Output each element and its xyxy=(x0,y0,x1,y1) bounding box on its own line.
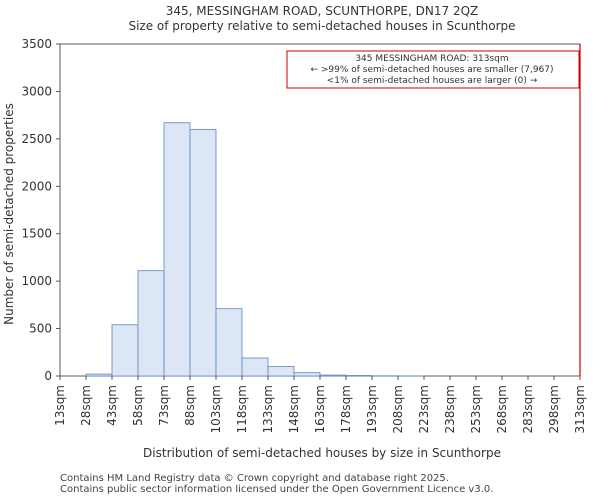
bar xyxy=(111,324,139,377)
y-axis-label: Number of semi-detached properties xyxy=(2,103,16,325)
x-tick-label: 193sqm xyxy=(365,385,379,433)
bar xyxy=(241,357,269,377)
bar xyxy=(215,308,243,377)
x-tick-label: 103sqm xyxy=(209,385,223,433)
chart-title: 345, MESSINGHAM ROAD, SCUNTHORPE, DN17 2… xyxy=(166,4,479,18)
annotation-line-2: ← >99% of semi-detached houses are small… xyxy=(310,65,553,75)
chart-subtitle: Size of property relative to semi-detach… xyxy=(128,19,515,33)
x-tick-label: 133sqm xyxy=(261,385,275,433)
x-tick-label: 208sqm xyxy=(391,385,405,433)
x-tick-label: 283sqm xyxy=(521,385,535,433)
x-tick-label: 148sqm xyxy=(287,385,301,433)
annotation-line-1: 345 MESSINGHAM ROAD: 313sqm xyxy=(355,54,508,64)
y-tick-label: 0 xyxy=(44,369,52,383)
annotation-box: 345 MESSINGHAM ROAD: 313sqm ← >99% of se… xyxy=(286,50,580,89)
x-tick-label: 58sqm xyxy=(131,385,145,426)
footer-line-1: Contains HM Land Registry data © Crown c… xyxy=(60,473,449,484)
y-tick-label: 1500 xyxy=(21,227,52,241)
x-tick-label: 73sqm xyxy=(157,385,171,426)
bar xyxy=(85,373,113,377)
x-tick-label: 178sqm xyxy=(339,385,353,433)
x-tick-label: 268sqm xyxy=(495,385,509,433)
y-tick-label: 3500 xyxy=(21,37,52,51)
x-axis-label: Distribution of semi-detached houses by … xyxy=(143,446,501,460)
y-tick-label: 500 xyxy=(29,322,52,336)
y-tick-label: 2500 xyxy=(21,132,52,146)
x-tick-label: 313sqm xyxy=(573,385,587,433)
plot-area: 0 500 1000 1500 2000 2500 3000 3500 13sqm 28sqm 43… xyxy=(21,37,587,433)
bar xyxy=(137,270,165,377)
x-tick-label: 238sqm xyxy=(443,385,457,433)
annotation-frame xyxy=(286,50,580,89)
x-tick-label: 13sqm xyxy=(53,385,67,426)
x-tick-label: 43sqm xyxy=(105,385,119,426)
x-tick-label: 88sqm xyxy=(183,385,197,426)
x-tick-label: 118sqm xyxy=(235,385,249,433)
y-tick-label: 3000 xyxy=(21,84,52,98)
bar xyxy=(163,122,191,377)
footer-line-2: Contains public sector information licen… xyxy=(60,484,494,495)
x-tick-label: 298sqm xyxy=(547,385,561,433)
x-tick-label: 163sqm xyxy=(313,385,327,433)
annotation-line-3: <1% of semi-detached houses are larger (… xyxy=(327,76,538,86)
bar xyxy=(319,374,347,377)
x-tick-label: 253sqm xyxy=(469,385,483,433)
y-tick-label: 2000 xyxy=(21,179,52,193)
y-tick-label: 1000 xyxy=(21,274,52,288)
bar xyxy=(267,366,295,377)
x-tick-label: 223sqm xyxy=(417,385,431,433)
footer-attribution: Contains HM Land Registry data © Crown c… xyxy=(60,473,493,495)
bar xyxy=(293,372,321,377)
bar xyxy=(189,128,217,377)
x-tick-label: 28sqm xyxy=(79,385,93,426)
